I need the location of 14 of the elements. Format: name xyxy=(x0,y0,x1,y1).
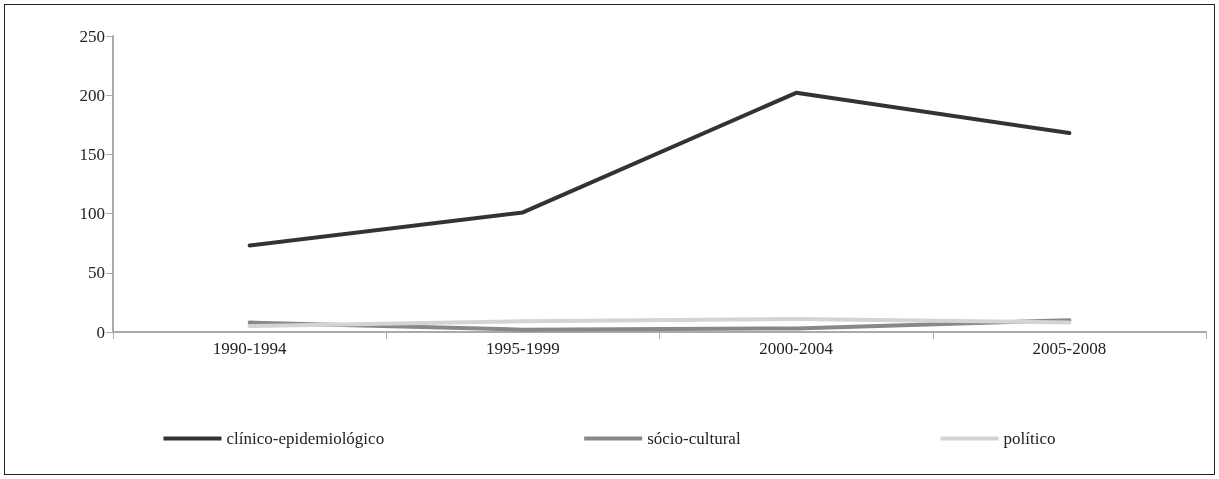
x-tick-label: 2000-2004 xyxy=(759,339,834,358)
x-tick-label: 1990-1994 xyxy=(212,339,287,358)
y-tick-label: 50 xyxy=(88,263,105,283)
legend-label: clínico-epidemiológico xyxy=(226,429,385,448)
x-tick-label: 1995-1999 xyxy=(486,339,560,358)
y-tick-label: 150 xyxy=(79,144,105,164)
y-tick-label: 200 xyxy=(79,85,105,105)
x-tick-label: 2005-2008 xyxy=(1032,339,1107,358)
y-tick-label: 250 xyxy=(79,26,105,46)
line-series xyxy=(247,90,1072,248)
legend-label: sócio-cultural xyxy=(647,429,741,448)
legend-label: político xyxy=(1003,429,1056,448)
y-tick-label: 0 xyxy=(96,322,105,342)
y-tick-label: 100 xyxy=(79,204,105,224)
